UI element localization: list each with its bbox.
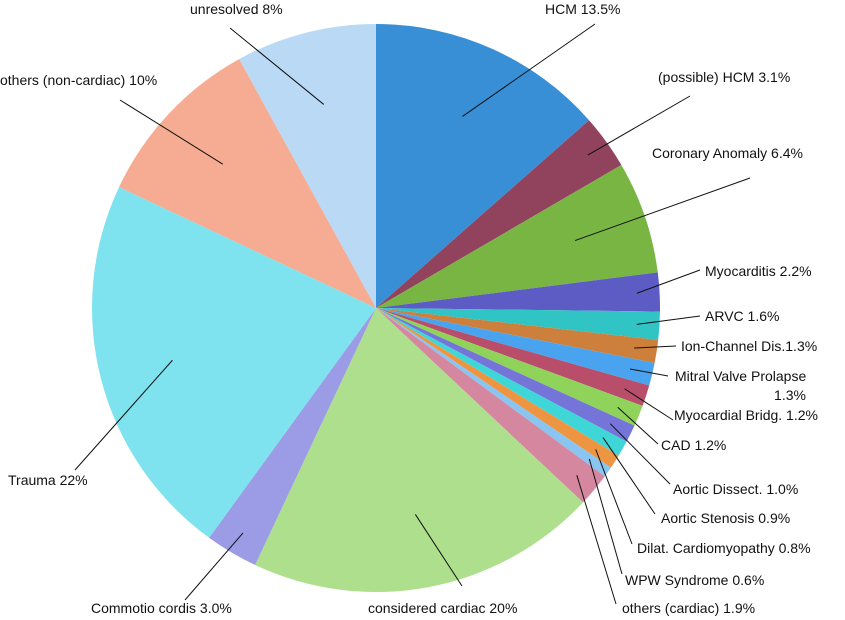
- slice-label: others (non-cardiac) 10%: [0, 72, 157, 88]
- pie-slice: [376, 24, 590, 308]
- leader-line: [229, 27, 325, 105]
- slice-label: WPW Syndrome 0.6%: [625, 572, 764, 588]
- pie-slice: [92, 187, 376, 538]
- leader-line: [576, 475, 617, 605]
- leader-line: [184, 532, 244, 601]
- leader-line: [587, 95, 691, 156]
- slice-label: Mitral Valve Prolapse: [675, 368, 806, 384]
- pie-slice: [376, 308, 643, 426]
- pie-slice: [376, 272, 661, 312]
- pie-slice: [239, 23, 376, 308]
- leader-line: [636, 315, 701, 325]
- leader-lines: [74, 23, 751, 605]
- leader-line: [462, 23, 596, 117]
- pie-slice: [376, 308, 655, 386]
- leader-line: [636, 269, 701, 294]
- slice-label: Aortic Dissect. 1.0%: [673, 481, 798, 497]
- leader-line: [617, 406, 659, 445]
- slice-label-line2: 1.3%: [774, 387, 806, 403]
- slice-label: unresolved 8%: [190, 1, 283, 17]
- pie-slice: [376, 308, 619, 468]
- slice-label: Aortic Stenosis 0.9%: [661, 510, 790, 526]
- pie-slice: [376, 308, 650, 406]
- pie-slice: [376, 164, 658, 308]
- pie-slice: [376, 308, 660, 341]
- slice-label: Myocarditis 2.2%: [705, 263, 812, 279]
- slice-labels: HCM 13.5% (possible) HCM 3.1% Coronary Ano…: [0, 1, 818, 616]
- leader-line: [634, 345, 677, 349]
- slice-label: considered cardiac 20%: [368, 600, 517, 616]
- slice-label: ARVC 1.6%: [705, 308, 779, 324]
- pie-slice: [376, 120, 622, 308]
- leader-line: [629, 368, 669, 377]
- slice-label: (possible) HCM 3.1%: [658, 69, 790, 85]
- pie-slice: [376, 308, 605, 503]
- leader-line: [414, 514, 463, 587]
- slice-label: others (cardiac) 1.9%: [622, 600, 755, 616]
- slice-label: Dilat. Cardiomyopathy 0.8%: [637, 540, 811, 556]
- pie-slice: [376, 308, 627, 456]
- slice-label: CAD 1.2%: [661, 437, 726, 453]
- pie-slices: [92, 23, 661, 592]
- leader-line: [119, 99, 224, 165]
- slice-label: Commotio cordis 3.0%: [91, 600, 232, 616]
- slice-label: Trauma 22%: [8, 472, 88, 488]
- leader-line: [609, 423, 671, 485]
- pie-slice: [376, 308, 611, 477]
- leader-line: [574, 177, 751, 242]
- pie-slice: [255, 308, 584, 592]
- pie-slice: [376, 308, 659, 363]
- slice-label: HCM 13.5%: [545, 1, 620, 17]
- leader-line: [602, 437, 656, 515]
- slice-label: Myocardial Bridg. 1.2%: [674, 407, 818, 423]
- slice-label: Coronary Anomaly 6.4%: [652, 145, 803, 161]
- pie-slice: [376, 308, 635, 442]
- leader-line: [74, 359, 173, 471]
- slice-label: Ion-Channel Dis.1.3%: [681, 338, 817, 354]
- leader-line: [595, 449, 633, 545]
- leader-line: [624, 388, 674, 421]
- pie-slice: [209, 308, 376, 565]
- pie-slice: [119, 59, 376, 308]
- leader-line: [588, 458, 623, 575]
